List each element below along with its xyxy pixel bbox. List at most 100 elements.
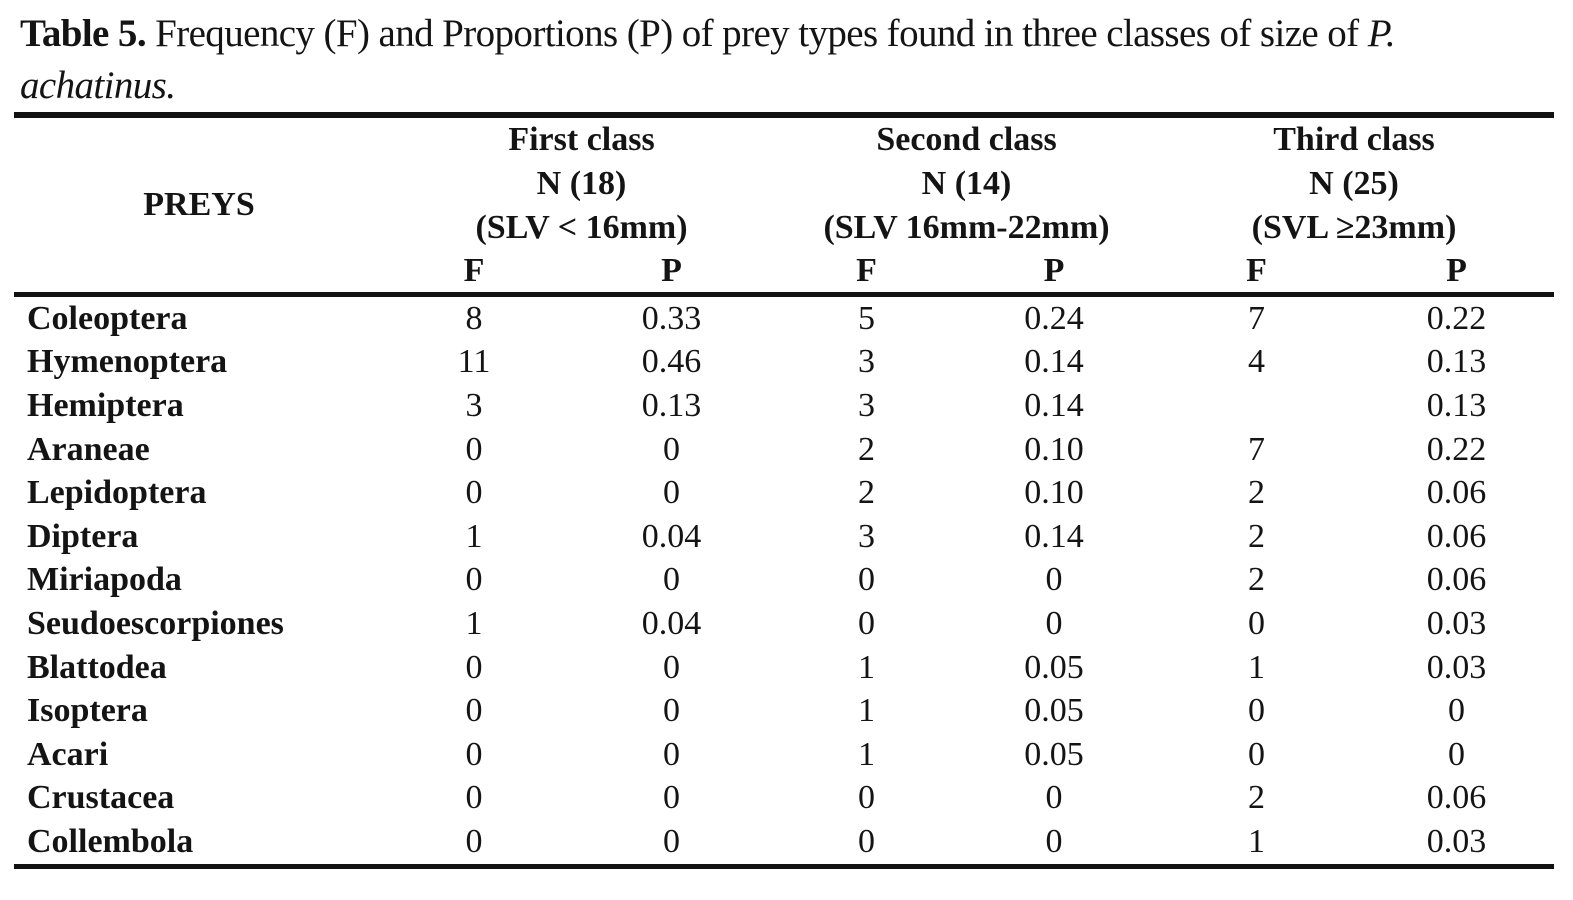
first-class-f-value: 0: [465, 430, 483, 468]
second-class-f-value: 3: [858, 386, 876, 424]
third-class-f-value: 2: [1248, 561, 1266, 599]
second-class-p-value: 0.05: [1024, 692, 1084, 730]
prey-name: Acari: [27, 735, 109, 773]
third-class-p-value: 0.22: [1426, 430, 1487, 468]
second-class-f-value: 2: [858, 474, 876, 512]
table-row: Seudoescorpiones 1 0.04 0 0 0 0.03: [14, 602, 1554, 646]
third-class-p-value: 0.13: [1426, 343, 1487, 381]
first-class-p-value: 0: [663, 779, 680, 817]
prey-name: Seudoescorpiones: [27, 604, 284, 642]
first-class-p-value: 0.33: [641, 299, 702, 337]
first-class-f-value: 0: [465, 561, 483, 599]
caption-species-epithet: achatinus.: [20, 64, 176, 107]
second-class-range: (SLV 16mm-22mm): [823, 209, 1110, 246]
second-class-name: Second class: [876, 121, 1057, 158]
third-class-header: Third class N (25) (SVL ≥23mm): [1154, 115, 1554, 250]
first-class-p-value: 0: [663, 648, 680, 686]
first-class-p-value: 0: [663, 692, 680, 730]
fp-subheader-row: F P F P F P: [14, 250, 1554, 295]
first-class-n: N (18): [536, 165, 627, 202]
third-class-f-value: 2: [1248, 517, 1266, 555]
first-class-f-value: 0: [465, 735, 483, 773]
third-class-f-value: 2: [1248, 779, 1266, 817]
third-class-f-header: F: [1246, 252, 1267, 289]
second-class-p-value: 0.14: [1024, 517, 1084, 555]
prey-name: Blattodea: [27, 648, 167, 686]
third-class-p-value: 0: [1448, 692, 1466, 730]
second-class-p-value: 0.14: [1024, 386, 1084, 424]
prey-name: Isoptera: [27, 692, 148, 730]
third-class-f-value: 2: [1248, 474, 1266, 512]
first-class-header: First class N (18) (SLV < 16mm): [384, 115, 779, 250]
second-class-f-value: 0: [858, 561, 876, 599]
second-class-f-value: 5: [858, 299, 876, 337]
second-class-p-header: P: [1043, 252, 1065, 289]
first-class-range: (SLV < 16mm): [475, 209, 688, 246]
second-class-p-value: 0: [1045, 561, 1063, 599]
second-class-n: N (14): [921, 165, 1012, 202]
prey-name: Hemiptera: [27, 386, 184, 424]
table-row: Collembola 0 0 0 0 1 0.03: [14, 820, 1554, 866]
third-class-p-value: 0.03: [1426, 822, 1487, 860]
table-row: Miriapoda 0 0 0 0 2 0.06: [14, 559, 1554, 603]
group-header-row: PREYS First class N (18) (SLV < 16mm) Se…: [14, 115, 1554, 250]
third-class-range: (SVL ≥23mm): [1251, 209, 1457, 246]
third-class-p-value: 0.06: [1426, 474, 1487, 512]
caption-table-number: Table 5.: [20, 12, 147, 55]
table-row: Coleoptera 8 0.33 5 0.24 7 0.22: [14, 295, 1554, 341]
first-class-f-value: 3: [465, 386, 483, 424]
second-class-f-value: 1: [858, 648, 876, 686]
first-class-f-value: 8: [465, 299, 483, 337]
table-row: Hemiptera 3 0.13 3 0.14 0.13: [14, 384, 1554, 428]
prey-name: Diptera: [27, 517, 139, 555]
prey-name: Collembola: [27, 822, 194, 860]
first-class-p-value: 0.04: [641, 517, 702, 555]
first-class-p-value: 0: [663, 735, 680, 773]
second-class-p-value: 0.10: [1024, 430, 1084, 468]
table-row: Lepidoptera 0 0 2 0.10 2 0.06: [14, 471, 1554, 515]
third-class-p-value: 0.06: [1426, 517, 1487, 555]
first-class-p-value: 0: [663, 561, 680, 599]
third-class-f-value: 7: [1248, 299, 1266, 337]
prey-name: Hymenoptera: [27, 343, 228, 381]
first-class-f-value: 1: [465, 517, 483, 555]
third-class-f-value: 4: [1248, 343, 1266, 381]
second-class-p-value: 0.05: [1024, 648, 1084, 686]
third-class-f-value: 1: [1248, 822, 1266, 860]
table-row: Acari 0 0 1 0.05 0 0: [14, 733, 1554, 777]
first-class-f-header: F: [463, 252, 485, 289]
second-class-p-value: 0: [1045, 822, 1063, 860]
second-class-p-value: 0.24: [1024, 299, 1084, 337]
table-row: Araneae 0 0 2 0.10 7 0.22: [14, 428, 1554, 472]
first-class-p-value: 0.13: [641, 386, 702, 424]
table-row: Crustacea 0 0 0 0 2 0.06: [14, 777, 1554, 821]
third-class-p-value: 0.06: [1426, 779, 1487, 817]
second-class-p-value: 0: [1045, 779, 1063, 817]
prey-name: Crustacea: [27, 779, 175, 817]
third-class-f-value: 1: [1248, 648, 1266, 686]
caption-species-genus: P.: [1367, 12, 1396, 55]
third-class-n: N (25): [1309, 165, 1399, 202]
second-class-f-value: 2: [858, 430, 876, 468]
first-class-f-value: 0: [465, 822, 483, 860]
caption-text: Frequency (F) and Proportions (P) of pre…: [145, 12, 1368, 55]
first-class-p-value: 0: [663, 822, 680, 860]
first-class-p-value: 0: [663, 474, 680, 512]
second-class-f-value: 0: [858, 604, 876, 642]
prey-name: Miriapoda: [27, 561, 182, 599]
first-class-f-value: 0: [465, 692, 483, 730]
prey-name: Araneae: [27, 430, 150, 468]
table-body: Coleoptera 8 0.33 5 0.24 7 0.22 Hymenopt…: [14, 295, 1554, 867]
table-row: Isoptera 0 0 1 0.05 0 0: [14, 689, 1554, 733]
second-class-f-value: 0: [858, 779, 876, 817]
table-row: Blattodea 0 0 1 0.05 1 0.03: [14, 646, 1554, 690]
first-class-p-header: P: [661, 252, 682, 289]
first-class-p-value: 0.04: [641, 604, 702, 642]
first-class-name: First class: [508, 121, 655, 158]
second-class-f-value: 0: [858, 822, 876, 860]
first-class-f-value: 0: [465, 648, 483, 686]
first-class-p-value: 0.46: [641, 343, 702, 381]
third-class-name: Third class: [1273, 121, 1435, 158]
second-class-f-value: 1: [858, 735, 876, 773]
second-class-p-value: 0.14: [1024, 343, 1084, 381]
